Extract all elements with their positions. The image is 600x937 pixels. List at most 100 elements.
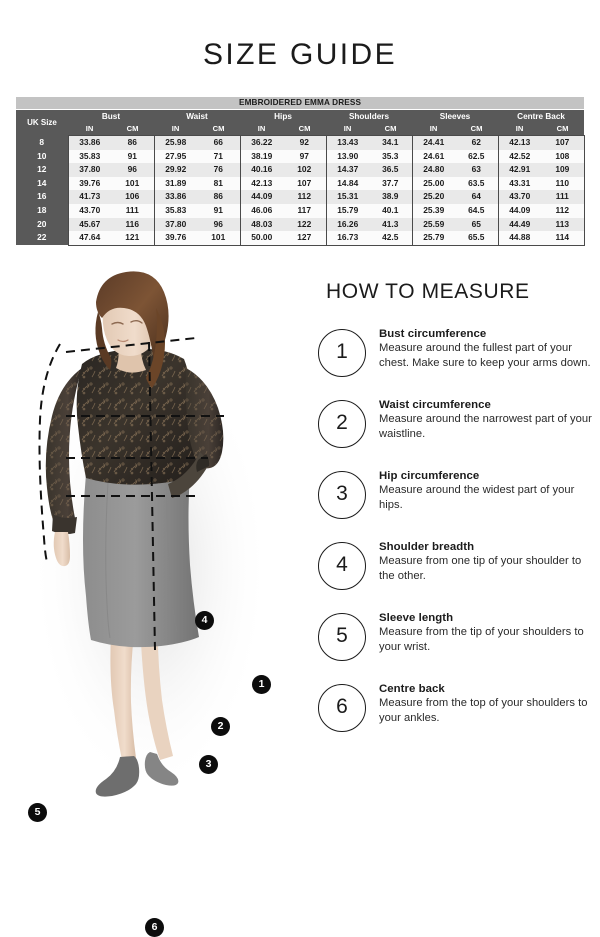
centre-back-measure-line	[148, 341, 156, 651]
step-text: Shoulder breadth Measure from one tip of …	[379, 540, 594, 583]
model-illustration	[30, 271, 270, 798]
step-heading: Waist circumference	[379, 399, 491, 411]
measurement-cell: 46.06	[239, 203, 283, 218]
table-band-row: EMBROIDERED EMMA DRESS	[16, 97, 585, 110]
measurement-cell: 64.5	[455, 203, 498, 218]
step-heading: Shoulder breadth	[379, 541, 475, 553]
measurement-cell: 101	[111, 176, 154, 191]
measurement-cell: 96	[197, 217, 240, 232]
size-cell: 18	[16, 203, 68, 218]
measurement-cell: 33.86	[153, 190, 197, 204]
unit-header-waist-cm: CM	[197, 123, 240, 136]
measurement-cell: 62	[455, 134, 498, 150]
measurement-cell: 71	[197, 149, 240, 164]
model-figure: 1 2 3 4 5 6	[0, 268, 300, 937]
column-header-centre-back: Centre Back	[498, 109, 585, 123]
step-heading: Centre back	[379, 683, 445, 695]
step-number-circle: 5	[318, 613, 366, 661]
measurement-cell: 76	[197, 163, 240, 177]
step-text: Bust circumference Measure around the ful…	[379, 327, 594, 370]
step-number-circle: 2	[318, 400, 366, 448]
measurement-cell: 43.70	[497, 190, 541, 204]
measurement-cell: 109	[541, 163, 585, 177]
unit-header-waist-in: IN	[154, 123, 197, 136]
measure-step: 6 Centre back Measure from the top of your…	[318, 682, 594, 738]
measurement-cell: 13.90	[325, 149, 369, 164]
step-number-circle: 1	[318, 329, 366, 377]
measurement-cell: 91	[197, 203, 240, 218]
measurement-cell: 122	[283, 217, 326, 232]
measurement-cell: 86	[111, 134, 154, 150]
measurement-cell: 43.31	[497, 176, 541, 191]
measurement-cell: 101	[197, 231, 240, 246]
measurement-cell: 113	[541, 217, 585, 232]
how-to-measure-title: HOW TO MEASURE	[326, 280, 530, 303]
measurement-cell: 63.5	[455, 176, 498, 191]
column-header-bust: Bust	[68, 109, 154, 123]
table-row: 22 47.64 121 39.76 101 50.00 127 16.73 42.5 25.79…	[16, 231, 585, 246]
measurement-cell: 102	[283, 163, 326, 177]
measurement-cell: 42.13	[239, 176, 283, 191]
step-description: Measure from one tip of your shoulder to…	[379, 555, 582, 582]
column-header-waist: Waist	[154, 109, 240, 123]
measurement-cell: 116	[111, 217, 154, 232]
unit-header-hips-in: IN	[240, 123, 283, 136]
measurement-cell: 47.64	[67, 231, 111, 246]
step-number-circle: 4	[318, 542, 366, 590]
size-cell: 12	[16, 163, 68, 177]
sleeve-measure-line	[38, 343, 61, 563]
measurement-cell: 121	[111, 231, 154, 246]
step-description: Measure from the tip of your shoulders t…	[379, 626, 584, 653]
step-text: Centre back Measure from the top of your …	[379, 682, 594, 725]
column-header-hips: Hips	[240, 109, 326, 123]
table-row: 16 41.73 106 33.86 86 44.09 112 15.31 38.9 25.20 6…	[16, 190, 585, 204]
unit-header-shoulders-in: IN	[326, 123, 369, 136]
measurement-cell: 107	[283, 176, 326, 191]
size-cell: 14	[16, 176, 68, 191]
measurement-cell: 35.3	[369, 149, 412, 164]
step-heading: Bust circumference	[379, 328, 487, 340]
measurement-cell: 27.95	[153, 149, 197, 164]
step-text: Hip circumference Measure around the wide…	[379, 469, 594, 512]
step-description: Measure around the fullest part of your …	[379, 342, 591, 369]
step-number-circle: 6	[318, 684, 366, 732]
size-table: EMBROIDERED EMMA DRESS UK Size Bust Wais…	[16, 97, 585, 246]
measurement-cell: 24.61	[411, 149, 455, 164]
measurement-cell: 39.76	[67, 176, 111, 191]
shoulder-measure-line	[65, 337, 197, 353]
measurement-cell: 29.92	[153, 163, 197, 177]
figure-marker-1: 1	[252, 675, 271, 694]
measurement-cell: 50.00	[239, 231, 283, 246]
measurement-cell: 44.88	[497, 231, 541, 246]
measurement-cell: 25.98	[153, 134, 197, 150]
table-row: 14 39.76 101 31.89 81 42.13 107 14.84 37.7 25.00 6…	[16, 176, 585, 191]
measurement-cell: 44.09	[497, 203, 541, 218]
measurement-cell: 38.9	[369, 190, 412, 204]
measurement-cell: 14.84	[325, 176, 369, 191]
unit-header-shoulders-cm: CM	[369, 123, 412, 136]
measurement-cell: 66	[197, 134, 240, 150]
measurement-cell: 16.73	[325, 231, 369, 246]
measurement-cell: 15.31	[325, 190, 369, 204]
measurement-cell: 16.26	[325, 217, 369, 232]
column-header-sleeves: Sleeves	[412, 109, 498, 123]
measurement-cell: 111	[541, 190, 585, 204]
table-row: 8 33.86 86 25.98 66 36.22 92 13.43 34.1 24.41 62 42…	[16, 134, 585, 150]
figure-marker-6: 6	[145, 918, 164, 937]
step-number-circle: 3	[318, 471, 366, 519]
measurement-cell: 42.91	[497, 163, 541, 177]
measurement-cell: 48.03	[239, 217, 283, 232]
size-cell: 20	[16, 217, 68, 232]
table-row: 12 37.80 96 29.92 76 40.16 102 14.37 36.5 24.80 63…	[16, 163, 585, 177]
measurement-cell: 91	[111, 149, 154, 164]
column-header-uk-size: UK Size	[16, 109, 68, 136]
measurement-cell: 40.16	[239, 163, 283, 177]
size-cell: 16	[16, 190, 68, 204]
measurement-cell: 108	[541, 149, 585, 164]
page-title: SIZE GUIDE	[202, 38, 398, 71]
measurement-cell: 64	[455, 190, 498, 204]
measurement-cell: 112	[541, 203, 585, 218]
step-heading: Hip circumference	[379, 470, 480, 482]
measurement-cell: 25.59	[411, 217, 455, 232]
measurement-cell: 31.89	[153, 176, 197, 191]
